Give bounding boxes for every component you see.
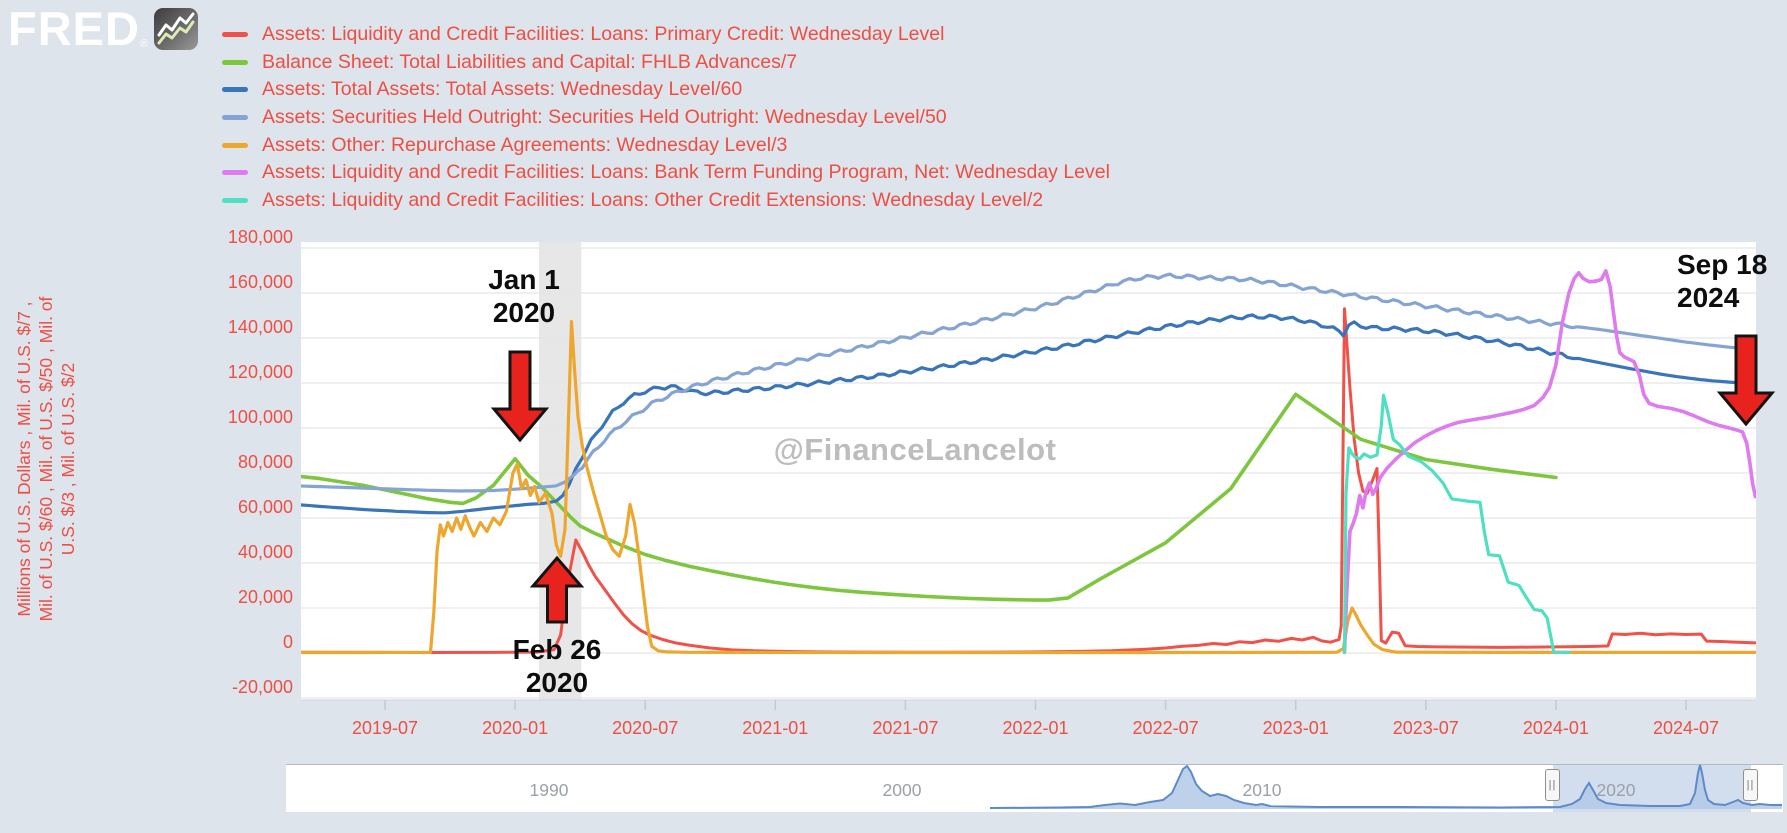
y-axis-tick-label: 20,000 [237, 587, 293, 607]
annotation-arrow-jan-1-2020 [490, 350, 550, 443]
annotation-label-sep-18-2024: Sep 18 2024 [1677, 249, 1768, 313]
x-axis-tick-label: 2021-07 [872, 718, 939, 738]
y-axis-tick-label: 180,000 [227, 227, 293, 247]
legend-swatch-icon [222, 142, 248, 148]
x-axis-tick-label: 2024-07 [1652, 718, 1719, 738]
legend-item-label: Assets: Securities Held Outright: Securi… [262, 106, 947, 129]
y-axis-tick-label: 80,000 [237, 452, 293, 472]
series-primary-credit [301, 307, 1756, 654]
series-securities-held-outright [301, 272, 1756, 493]
legend-item[interactable]: Assets: Liquidity and Credit Facilities:… [222, 187, 1110, 215]
series-repurchase-agreements [301, 320, 1756, 655]
x-axis-tick-label: 2024-01 [1522, 718, 1589, 738]
legend-item-label: Assets: Liquidity and Credit Facilities:… [262, 23, 945, 46]
series-fhlb-advances [301, 392, 1558, 602]
legend-swatch-icon [222, 170, 248, 176]
legend-swatch-icon [222, 87, 248, 93]
legend-item-label: Assets: Liquidity and Credit Facilities:… [262, 188, 1044, 211]
fred-logo[interactable]: FRED ® [8, 4, 148, 54]
legend-swatch-icon [222, 115, 248, 121]
legend: Assets: Liquidity and Credit Facilities:… [222, 21, 1110, 214]
y-axis-tick-label: 140,000 [227, 317, 293, 337]
y-axis-tick-label: 120,000 [227, 362, 293, 382]
x-axis-tick-label: 2022-01 [1002, 718, 1069, 738]
legend-swatch-icon [222, 197, 248, 203]
slider-handle-right[interactable]: || [1743, 769, 1758, 801]
annotation-arrow-sep-18-2024 [1716, 334, 1776, 427]
x-axis-tick-label: 2023-01 [1262, 718, 1329, 738]
slider-year-label: 2010 [1242, 780, 1282, 800]
legend-item-label: Balance Sheet: Total Liabilities and Cap… [262, 50, 798, 73]
legend-item[interactable]: Assets: Liquidity and Credit Facilities:… [222, 159, 1110, 187]
watermark: @FinanceLancelot [773, 432, 1057, 467]
y-axis-tick-label: 60,000 [237, 497, 293, 517]
y-axis-tick-label: 0 [282, 632, 293, 652]
annotation-arrow-feb-26-2020 [529, 555, 585, 624]
fred-logo-text: FRED [8, 2, 140, 55]
annotation-label-jan-1-2020: Jan 1 2020 [488, 264, 560, 328]
legend-item[interactable]: Assets: Securities Held Outright: Securi… [222, 104, 1110, 132]
y-axis-tick-label: 40,000 [237, 542, 293, 562]
legend-item[interactable]: Balance Sheet: Total Liabilities and Cap… [222, 49, 1110, 77]
legend-item-label: Assets: Liquidity and Credit Facilities:… [262, 161, 1110, 184]
fred-chart-logo-icon [154, 8, 198, 50]
legend-item[interactable]: Assets: Total Assets: Total Assets: Wedn… [222, 76, 1110, 104]
slider-year-label: 1990 [529, 780, 569, 800]
slider-year-label: 2000 [882, 780, 922, 800]
x-axis-tick-label: 2020-01 [482, 718, 549, 738]
legend-item-label: Assets: Total Assets: Total Assets: Wedn… [262, 78, 743, 101]
annotation-label-feb-26-2020: Feb 26 2020 [512, 634, 602, 698]
x-axis-tick-label: 2022-07 [1132, 718, 1199, 738]
legend-item-label: Assets: Other: Repurchase Agreements: We… [262, 133, 788, 156]
x-axis-tick-label: 2020-07 [612, 718, 679, 738]
legend-swatch-icon [222, 32, 248, 38]
y-axis-tick-label: -20,000 [231, 677, 293, 697]
legend-swatch-icon [222, 59, 248, 65]
slider-year-label: 2020 [1596, 780, 1636, 800]
x-axis-tick-label: 2019-07 [351, 718, 419, 738]
registered-mark: ® [139, 38, 149, 50]
slider-handle-left[interactable]: || [1545, 769, 1560, 801]
legend-item[interactable]: Assets: Liquidity and Credit Facilities:… [222, 21, 1110, 49]
y-axis-tick-label: 100,000 [227, 407, 293, 427]
y-axis-tick-label: 160,000 [227, 272, 293, 292]
x-axis-tick-label: 2023-07 [1392, 718, 1459, 738]
series-bank-term-funding-program [1342, 269, 1756, 655]
x-axis-tick-label: 2021-01 [742, 718, 809, 738]
legend-item[interactable]: Assets: Other: Repurchase Agreements: We… [222, 131, 1110, 159]
series-other-credit-extensions [1342, 393, 1571, 654]
